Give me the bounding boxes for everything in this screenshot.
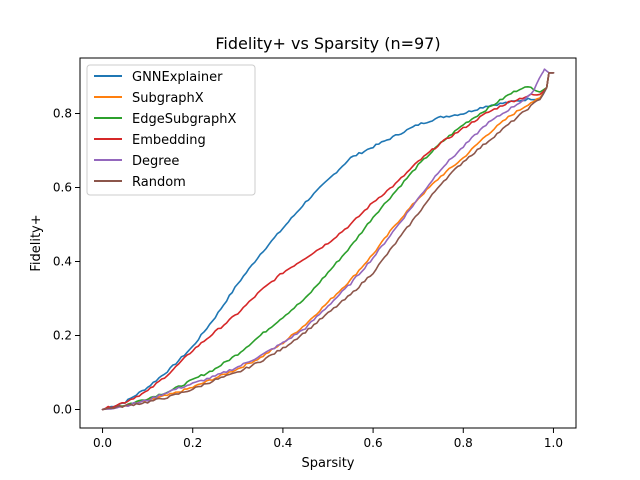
x-tick-label: 0.0 <box>93 436 112 450</box>
legend-label: SubgraphX <box>132 91 204 106</box>
series-line-embedding <box>101 72 555 411</box>
series-line-degree <box>101 68 555 411</box>
x-tick-label: 0.6 <box>364 436 383 450</box>
series-line-random <box>101 72 555 411</box>
legend-item-embedding: Embedding <box>94 133 206 148</box>
y-tick-label: 0.8 <box>53 107 72 121</box>
legend-item-edgesubgraphx: EdgeSubgraphX <box>94 112 237 127</box>
chart-title: Fidelity+ vs Sparsity (n=97) <box>215 34 440 53</box>
legend-item-subgraphx: SubgraphX <box>94 91 204 106</box>
legend-item-random: Random <box>94 175 186 190</box>
y-tick-label: 0.0 <box>53 403 72 417</box>
y-axis-label: Fidelity+ <box>29 214 44 271</box>
y-tick-label: 0.6 <box>53 181 72 195</box>
legend-label: Degree <box>132 154 179 169</box>
x-tick-label: 0.2 <box>183 436 202 450</box>
series-line-edgesubgraphx <box>101 72 555 411</box>
plot-frame <box>79 57 577 429</box>
legend-label: Embedding <box>132 133 206 148</box>
legend-label: EdgeSubgraphX <box>132 112 237 127</box>
series-line-gnnexplainer <box>101 72 555 411</box>
x-tick-label: 1.0 <box>544 436 563 450</box>
x-tick-label: 0.8 <box>454 436 473 450</box>
y-tick-label: 0.2 <box>53 329 72 343</box>
legend-label: GNNExplainer <box>132 70 223 85</box>
x-tick-label: 0.4 <box>273 436 292 450</box>
x-axis-label: Sparsity <box>302 456 355 471</box>
series-layer <box>101 68 555 411</box>
legend-entries: GNNExplainer SubgraphX EdgeSubgraphX Embedd… <box>94 70 237 190</box>
series-line-subgraphx <box>101 72 555 411</box>
legend-item-gnnexplainer: GNNExplainer <box>94 70 223 85</box>
legend-label: Random <box>132 175 186 190</box>
ticks-layer: 0.0 0.2 0.4 0.6 0.8 1.0 0.0 0.2 0.4 0.6 0.8 <box>53 107 563 451</box>
legend-frame <box>86 64 256 196</box>
legend: GNNExplainer SubgraphX EdgeSubgraphX Embedd… <box>86 64 256 196</box>
y-tick-label: 0.4 <box>53 255 72 269</box>
legend-item-degree: Degree <box>94 154 179 169</box>
